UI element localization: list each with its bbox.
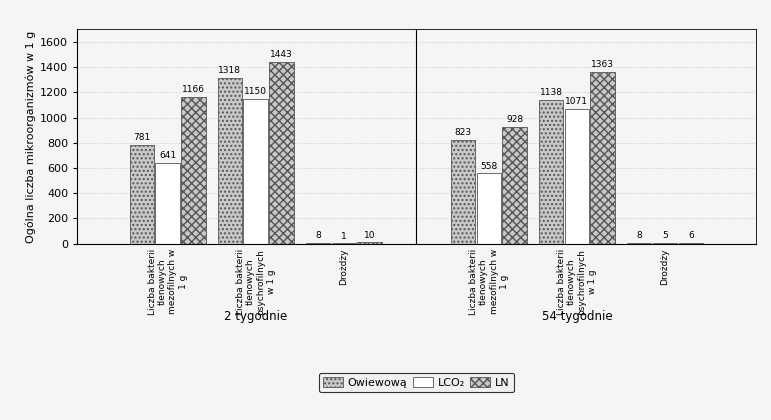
Y-axis label: Ogólna liczba mikroorganizmów w 1 g: Ogólna liczba mikroorganizmów w 1 g xyxy=(25,30,35,243)
Bar xyxy=(591,72,615,244)
Text: 2 tygodnie: 2 tygodnie xyxy=(224,310,288,323)
Text: 54 tygodnie: 54 tygodnie xyxy=(541,310,612,323)
Text: 558: 558 xyxy=(480,162,497,171)
Text: 641: 641 xyxy=(159,151,177,160)
Text: 1318: 1318 xyxy=(218,66,241,75)
Text: 8: 8 xyxy=(636,231,642,240)
Text: 1150: 1150 xyxy=(244,87,268,96)
Bar xyxy=(269,62,294,244)
Text: 1: 1 xyxy=(341,232,347,241)
Text: 1166: 1166 xyxy=(182,85,205,94)
Text: 928: 928 xyxy=(507,115,524,124)
Legend: Owiewową, LCO₂, LN: Owiewową, LCO₂, LN xyxy=(319,373,513,392)
Text: 823: 823 xyxy=(454,128,472,137)
Bar xyxy=(451,140,475,244)
Text: 1443: 1443 xyxy=(271,50,293,59)
Text: 10: 10 xyxy=(364,231,375,239)
Bar xyxy=(678,243,703,244)
Bar xyxy=(305,243,330,244)
Bar xyxy=(244,99,268,244)
Bar xyxy=(217,78,242,244)
Text: 1071: 1071 xyxy=(565,97,588,106)
Text: 5: 5 xyxy=(662,231,668,240)
Bar xyxy=(358,242,382,244)
Bar xyxy=(130,145,154,244)
Text: 781: 781 xyxy=(133,134,150,142)
Bar xyxy=(539,100,564,244)
Text: 1138: 1138 xyxy=(540,89,563,97)
Bar xyxy=(564,109,589,244)
Text: 6: 6 xyxy=(688,231,694,240)
Bar xyxy=(652,243,677,244)
Bar xyxy=(503,127,527,244)
Bar xyxy=(181,97,206,244)
Bar xyxy=(476,173,501,244)
Bar xyxy=(627,243,651,244)
Text: 1363: 1363 xyxy=(591,60,614,69)
Text: 8: 8 xyxy=(315,231,321,240)
Bar xyxy=(156,163,180,244)
